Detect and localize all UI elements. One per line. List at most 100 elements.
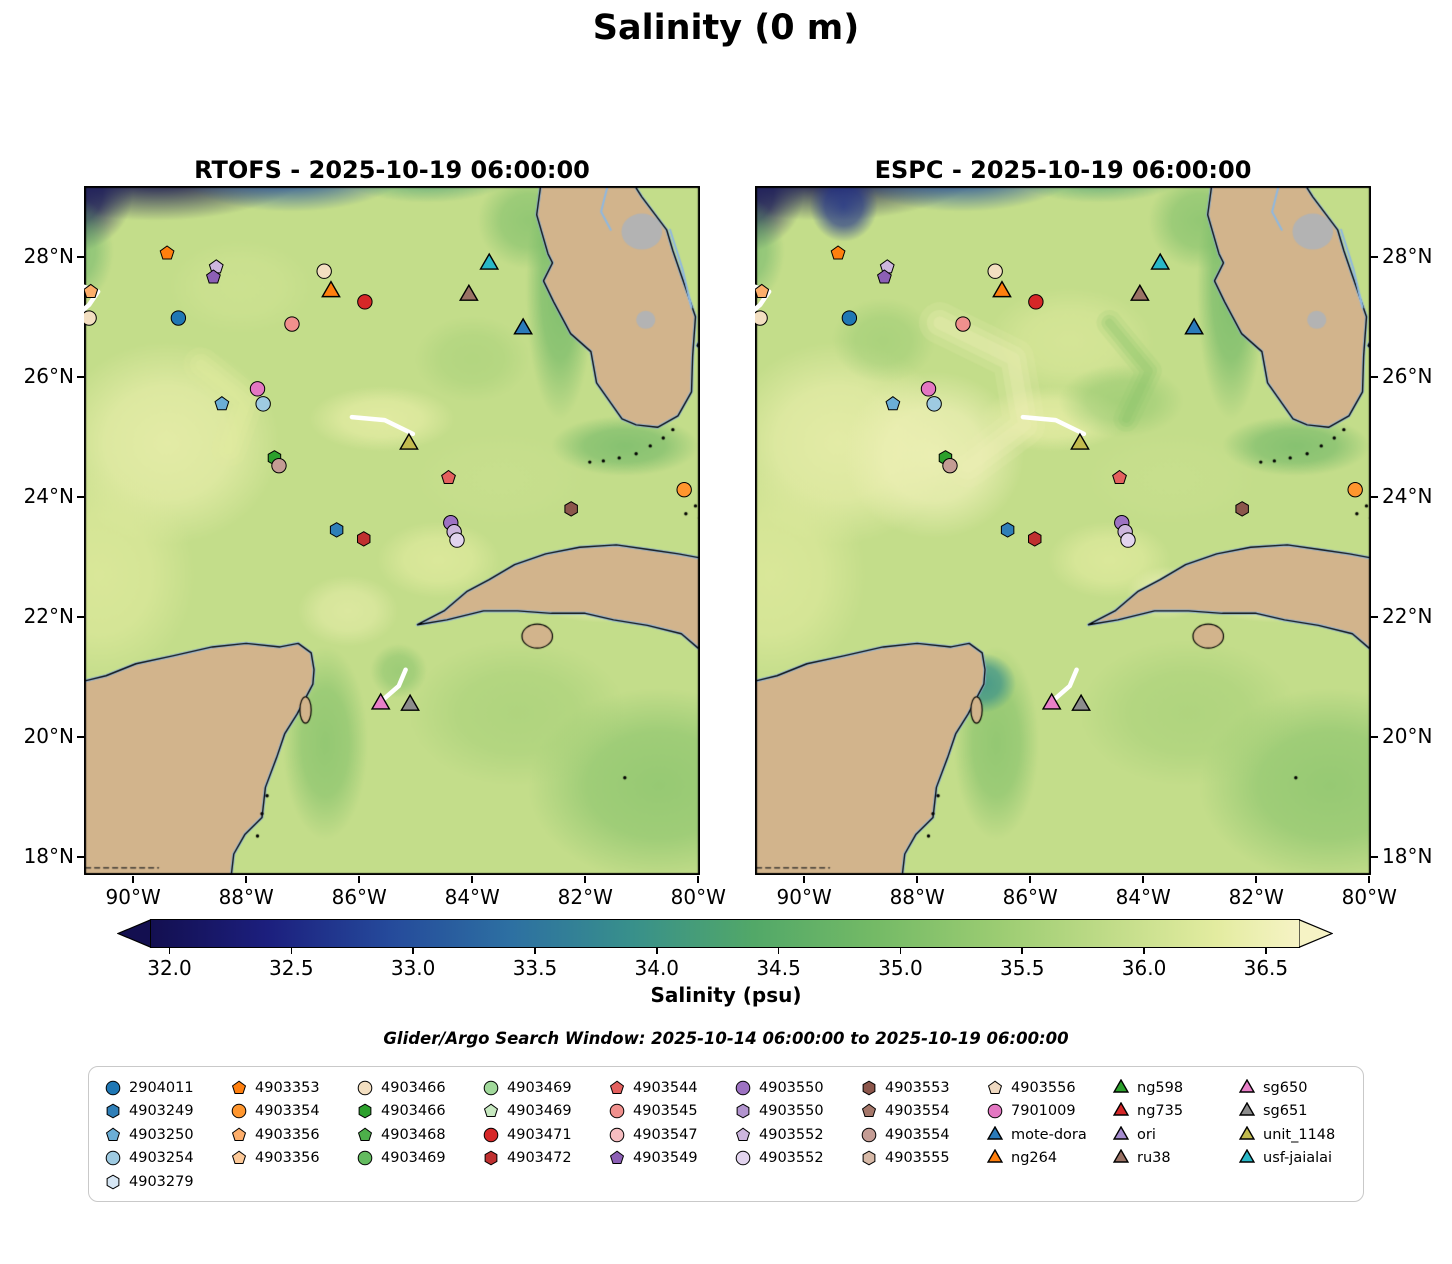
legend-item-4903469: 4903469 [481,1076,607,1100]
marker-sg650 [1041,692,1062,710]
lon-tick-label: 88°W [218,885,274,909]
tick-mark [358,876,361,883]
legend-item-4903545: 4903545 [607,1100,733,1124]
legend-item-4903472: 4903472 [481,1147,607,1171]
marker-4903466 [316,263,332,279]
legend-item-4903354: 4903354 [229,1100,355,1124]
legend-item-4903249: 4903249 [103,1100,229,1124]
legend-item-label: 4903250 [129,1126,194,1143]
triangle-marker-icon [1238,1078,1256,1093]
triangle-marker-icon [1112,1102,1130,1116]
legend-item-4903466: 4903466 [355,1076,481,1100]
legend-item-sg650: sg650 [1237,1076,1363,1100]
lon-tick-label: 82°W [557,885,613,909]
legend-item-label: 4903552 [759,1126,824,1143]
glider-track [380,667,408,702]
legend-item-label: 7901009 [1011,1103,1076,1120]
panel-title-espc: ESPC - 2025-10-19 06:00:00 [874,156,1252,184]
circle-marker-icon [105,1080,121,1096]
marker-7901009 [920,381,937,397]
marker-unit_1148 [399,432,419,450]
legend-item-label: 4903469 [381,1150,446,1167]
legend-item-4903469: 4903469 [481,1100,607,1124]
marker-4903353 [159,245,175,260]
legend-item-label: 4903544 [633,1079,698,1096]
lon-tick-label: 80°W [670,885,726,909]
legend-item-4903254: 4903254 [103,1147,229,1171]
marker-4903472 [1028,531,1042,547]
marker-4903553 [564,501,578,517]
tick-mark [697,876,700,883]
colorbar-left-arrow [117,919,151,948]
tick-mark [471,876,474,883]
lat-tick-label: 22°N [1382,603,1433,628]
legend-item-4903471: 4903471 [481,1123,607,1147]
hexagon-marker-icon [862,1150,876,1166]
marker-4903549 [205,269,221,284]
tick-mark [1371,735,1378,738]
marker-4903544 [1112,469,1127,485]
circle-marker-icon [861,1127,877,1143]
legend-item-4903550: 4903550 [733,1076,859,1100]
legend-item-label: 4903466 [381,1103,446,1120]
legend: 2904011 4903249 4903250 4903254 4903279 49033… [88,1066,1364,1202]
colorbar-tick-label: 34.5 [756,956,801,980]
hexagon-marker-icon [106,1103,120,1119]
tick-mark [1255,876,1258,883]
colorbar-tick-mark [290,948,293,954]
marker-4903354 [1347,481,1363,498]
legend-column: 4903466 4903466 4903468 4903469 [355,1076,481,1201]
lat-tick-label: 22°N [23,603,74,628]
triangle-marker-icon [1112,1078,1130,1093]
legend-item-4903547: 4903547 [607,1123,733,1147]
tick-mark [1368,876,1371,883]
legend-column: 4903553 4903554 4903554 4903555 [859,1076,985,1201]
marker-4903552 [449,532,465,548]
marker-mote-dora [1184,317,1204,335]
legend-item-label: ng735 [1137,1103,1184,1120]
legend-item-label: 4903254 [129,1150,194,1167]
legend-column: 4903469 4903469 4903471 4903472 [481,1076,607,1201]
colorbar-tick-mark [656,948,658,954]
circle-marker-icon [105,1150,121,1166]
lon-tick-label: 80°W [1341,885,1397,909]
lon-tick-label: 86°W [331,885,387,909]
legend-item-ng264: ng264 [985,1147,1111,1171]
legend-item-label: sg650 [1263,1079,1308,1096]
legend-item-4903552: 4903552 [733,1147,859,1171]
marker-mote-dora [513,317,533,335]
colorbar-tick-mark [1021,948,1023,954]
marker-ru38 [1129,283,1150,301]
circle-marker-icon [357,1080,373,1096]
marker-sg650 [370,692,391,710]
legend-item-4903279: 4903279 [103,1170,229,1194]
circle-marker-icon [987,1103,1003,1119]
legend-item-label: unit_1148 [1263,1126,1336,1143]
marker-4903354 [676,481,692,498]
hexagon-marker-icon [106,1174,120,1190]
marker-sg651 [1071,693,1091,711]
hexagon-marker-icon [862,1080,876,1096]
lat-tick-label: 18°N [1382,843,1433,868]
triangle-marker-icon [986,1125,1004,1140]
glider-track [1051,667,1079,702]
legend-item-label: 4903469 [507,1079,572,1096]
triangle-marker-icon [1238,1125,1256,1140]
legend-item-label: 2904011 [129,1079,194,1096]
colorbar-tick-mark [1265,948,1267,954]
lon-tick-label: 90°W [105,885,161,909]
legend-item-4903468: 4903468 [355,1123,481,1147]
legend-item-label: 4903356 [255,1150,320,1167]
tick-mark [1142,876,1145,883]
colorbar-tick-label: 32.5 [269,956,314,980]
hexagon-marker-icon [358,1103,372,1119]
legend-column: 4903556 7901009 mote-dora ng264 [985,1076,1111,1201]
legend-item-ng598: ng598 [1111,1076,1237,1100]
legend-item-label: 4903547 [633,1126,698,1143]
search-window-subtitle: Glider/Argo Search Window: 2025-10-14 06… [383,1029,1069,1048]
triangle-marker-icon [1112,1149,1130,1163]
legend-item-7901009: 7901009 [985,1100,1111,1124]
tick-mark [1029,876,1032,883]
legend-item-label: 4903550 [759,1103,824,1120]
hexagon-marker-icon [484,1150,498,1166]
